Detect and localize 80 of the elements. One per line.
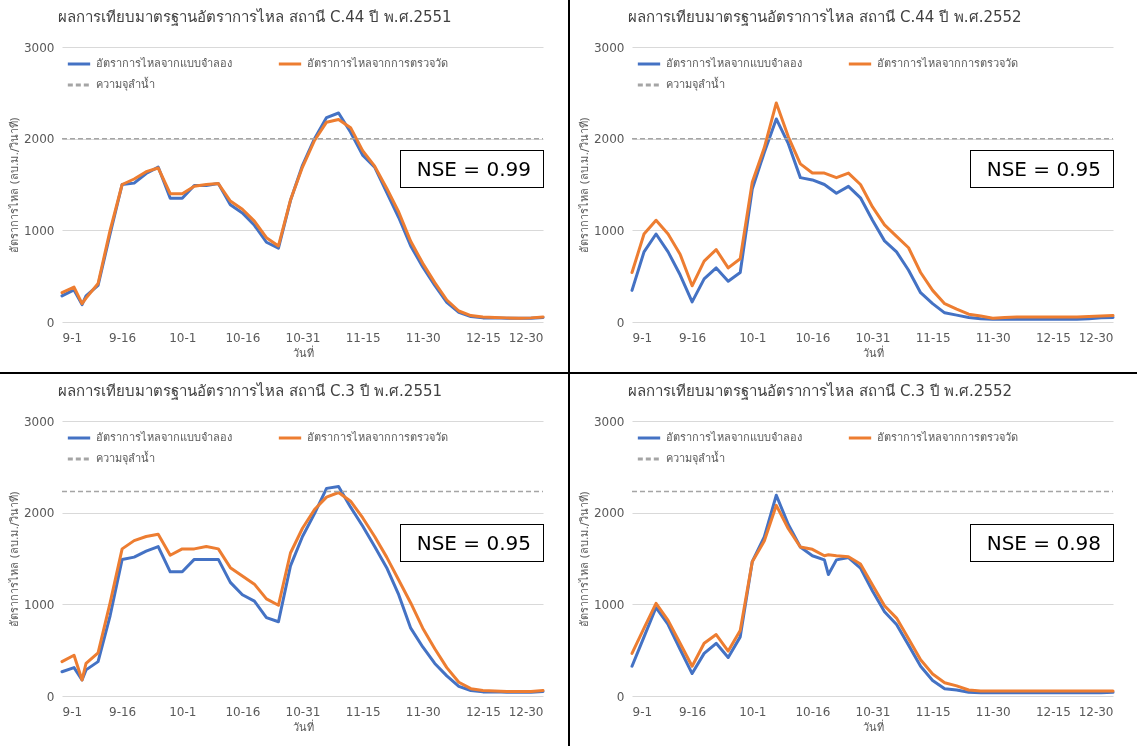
y-tick-label: 3000 [23, 40, 55, 55]
x-tick-label: 10-16 [795, 704, 831, 719]
y-tick-label: 0 [46, 315, 55, 330]
chart-title: ผลการเทียบมาตรฐานอัตราการไหล สถานี C.3 ปี พ.ศ.2552 [628, 382, 1013, 400]
legend-label: อัตราการไหลจากแบบจำลอง [96, 431, 232, 444]
x-tick-label: 9-1 [632, 330, 653, 345]
legend-label: อัตราการไหลจากการตรวจวัด [877, 431, 1018, 444]
x-axis-title: วันที่ [862, 344, 884, 360]
annotation: NSE = 0.95 [969, 150, 1114, 188]
y-tick-label: 0 [616, 689, 625, 704]
x-tick-label: 9-1 [632, 704, 653, 719]
x-tick-label: 10-31 [855, 330, 891, 345]
x-tick-label: 12-30 [1078, 704, 1114, 719]
legend-label: อัตราการไหลจากแบบจำลอง [666, 57, 802, 70]
x-tick-label: 10-31 [285, 704, 321, 719]
x-tick-label: 12-30 [508, 330, 544, 345]
x-tick-label: 11-15 [915, 704, 951, 719]
y-tick-label: 1000 [23, 597, 55, 612]
y-axis-title: อัตราการไหล (ลบ.ม./วินาที) [577, 491, 591, 627]
x-tick-label: 12-15 [1035, 704, 1071, 719]
annotation: NSE = 0.98 [969, 524, 1114, 562]
y-tick-label: 2000 [593, 132, 625, 147]
x-tick-label: 9-16 [109, 330, 137, 345]
x-tick-label: 10-1 [169, 330, 197, 345]
x-tick-label: 9-1 [62, 704, 83, 719]
x-tick-label: 12-30 [1078, 330, 1114, 345]
y-tick-label: 0 [616, 315, 625, 330]
x-tick-label: 12-30 [508, 704, 544, 719]
x-axis-title: วันที่ [292, 718, 314, 734]
y-tick-label: 3000 [593, 414, 625, 429]
y-axis-title: อัตราการไหล (ลบ.ม./วินาที) [577, 117, 591, 253]
legend-label: อัตราการไหลจากแบบจำลอง [96, 57, 232, 70]
x-tick-label: 10-16 [225, 330, 261, 345]
y-tick-label: 2000 [23, 506, 55, 521]
x-tick-label: 9-16 [679, 330, 707, 345]
x-axis-title: วันที่ [862, 718, 884, 734]
y-tick-label: 1000 [593, 223, 625, 238]
annotation: NSE = 0.99 [399, 150, 544, 188]
chart-title: ผลการเทียบมาตรฐานอัตราการไหล สถานี C.3 ปี พ.ศ.2551 [58, 382, 443, 400]
x-tick-label: 11-30 [975, 704, 1011, 719]
y-tick-label: 1000 [593, 597, 625, 612]
chart-title: ผลการเทียบมาตรฐานอัตราการไหล สถานี C.44 ปี พ.ศ.2552 [628, 8, 1022, 26]
x-tick-label: 9-16 [109, 704, 137, 719]
x-tick-label: 11-15 [915, 330, 951, 345]
x-tick-label: 9-1 [62, 330, 83, 345]
x-tick-label: 11-30 [405, 330, 441, 345]
x-tick-label: 10-31 [285, 330, 321, 345]
x-tick-label: 10-16 [225, 704, 261, 719]
y-axis-title: อัตราการไหล (ลบ.ม./วินาที) [7, 491, 21, 627]
y-tick-label: 0 [46, 689, 55, 704]
y-tick-label: 3000 [593, 40, 625, 55]
legend-label: ความจุลำน้ำ [666, 76, 725, 91]
chart-title: ผลการเทียบมาตรฐานอัตราการไหล สถานี C.44 ปี พ.ศ.2551 [58, 8, 452, 26]
x-tick-label: 10-1 [739, 330, 767, 345]
annotation: NSE = 0.95 [399, 524, 544, 562]
x-tick-label: 10-1 [169, 704, 197, 719]
x-tick-label: 11-30 [405, 704, 441, 719]
legend-label: ความจุลำน้ำ [666, 450, 725, 465]
x-tick-label: 10-16 [795, 330, 831, 345]
legend-label: ความจุลำน้ำ [96, 450, 155, 465]
x-tick-label: 12-15 [1035, 330, 1071, 345]
x-tick-label: 11-15 [345, 704, 381, 719]
x-tick-label: 12-15 [465, 330, 501, 345]
y-axis-title: อัตราการไหล (ลบ.ม./วินาที) [7, 117, 21, 253]
y-tick-label: 2000 [593, 506, 625, 521]
legend-label: ความจุลำน้ำ [96, 76, 155, 91]
x-tick-label: 11-30 [975, 330, 1011, 345]
y-tick-label: 2000 [23, 132, 55, 147]
x-tick-label: 10-31 [855, 704, 891, 719]
legend-label: อัตราการไหลจากการตรวจวัด [307, 431, 448, 444]
x-tick-label: 12-15 [465, 704, 501, 719]
x-axis-title: วันที่ [292, 344, 314, 360]
y-tick-label: 1000 [23, 223, 55, 238]
x-tick-label: 11-15 [345, 330, 381, 345]
legend-label: อัตราการไหลจากการตรวจวัด [307, 57, 448, 70]
legend-label: อัตราการไหลจากแบบจำลอง [666, 431, 802, 444]
y-tick-label: 3000 [23, 414, 55, 429]
x-tick-label: 10-1 [739, 704, 767, 719]
x-tick-label: 9-16 [679, 704, 707, 719]
legend-label: อัตราการไหลจากการตรวจวัด [877, 57, 1018, 70]
